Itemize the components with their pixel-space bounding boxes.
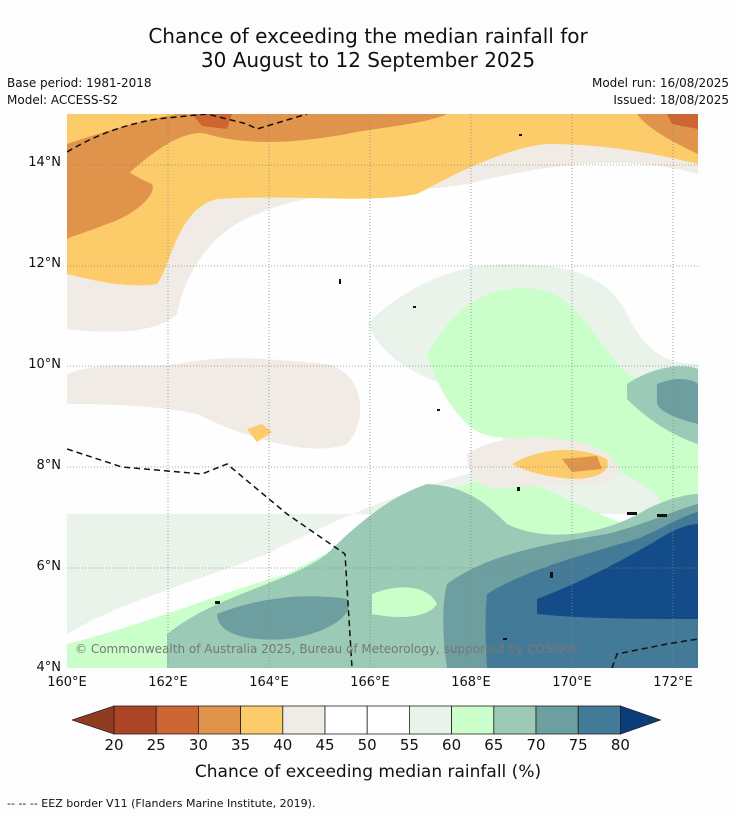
issued-label: Issued: 18/08/2025 — [613, 93, 729, 107]
base-period-label: Base period: 1981-2018 — [7, 76, 152, 90]
region-60-65-patch — [372, 587, 437, 617]
lon-label-160: 160°E — [47, 675, 87, 690]
model-label: Model: ACCESS-S2 — [7, 93, 119, 107]
model-run-label: Model run: 16/08/2025 — [591, 76, 729, 90]
region-40-45-west — [67, 358, 361, 449]
colorbar-cell — [577, 705, 621, 735]
colorbar-tick-label: 20 — [104, 736, 124, 754]
lon-label-164: 164°E — [249, 675, 289, 690]
colorbar-cell — [240, 705, 284, 735]
rainfall-map: © Commonwealth of Australia 2025, Bureau… — [67, 114, 698, 668]
colorbar-over-extension — [620, 705, 662, 735]
colorbar-cell — [535, 705, 579, 735]
colorbar-cell — [451, 705, 495, 735]
lat-label-4: 4°N — [36, 660, 62, 675]
chart-title-line1: Chance of exceeding the median rainfall … — [148, 24, 588, 48]
region-70-75-east — [657, 379, 698, 424]
colorbar — [72, 705, 662, 735]
colorbar-tick-label: 75 — [568, 736, 588, 754]
islands — [215, 134, 667, 640]
graticule — [67, 114, 698, 668]
colorbar-cell — [113, 705, 157, 735]
region-25-30-ne — [667, 114, 698, 129]
map-canvas — [67, 114, 698, 668]
colorbar-cell — [366, 705, 410, 735]
colorbar-tick-label: 25 — [146, 736, 166, 754]
region-35-40-north — [67, 114, 698, 286]
lat-label-12: 12°N — [28, 256, 61, 271]
colorbar-tick-label: 70 — [526, 736, 546, 754]
lon-label-168: 168°E — [451, 675, 491, 690]
colorbar-tick-label: 30 — [188, 736, 208, 754]
lon-label-172: 172°E — [653, 675, 693, 690]
lon-label-166: 166°E — [350, 675, 390, 690]
colorbar-title: Chance of exceeding median rainfall (%) — [194, 762, 542, 782]
colorbar-tick-label: 40 — [273, 736, 293, 754]
region-80-plus-se — [537, 524, 698, 619]
colorbar-cell — [324, 705, 368, 735]
colorbar-cell — [155, 705, 199, 735]
lat-label-8: 8°N — [36, 458, 62, 473]
region-30-35-north — [67, 114, 447, 239]
colorbar-under-extension — [72, 705, 115, 735]
colorbar-cell — [408, 705, 452, 735]
colorbar-cell — [198, 705, 242, 735]
colorbar-cell — [493, 705, 537, 735]
lat-label-14: 14°N — [28, 155, 61, 170]
region-70-75-south — [217, 596, 349, 640]
lat-label-10: 10°N — [28, 357, 61, 372]
lon-label-170: 170°E — [552, 675, 592, 690]
lat-label-6: 6°N — [36, 559, 62, 574]
copyright-notice: © Commonwealth of Australia 2025, Bureau… — [75, 642, 581, 656]
chart-title-line2: 30 August to 12 September 2025 — [200, 48, 536, 72]
colorbar-tick-label: 65 — [484, 736, 504, 754]
eez-legend: -- -- -- EEZ border V11 (Flanders Marine… — [7, 797, 316, 810]
colorbar-cell — [282, 705, 326, 735]
lon-label-162: 162°E — [148, 675, 188, 690]
colorbar-tick-label: 45 — [315, 736, 335, 754]
colorbar-tick-label: 80 — [610, 736, 630, 754]
colorbar-tick-label: 35 — [231, 736, 251, 754]
colorbar-tick-label: 55 — [399, 736, 419, 754]
colorbar-tick-label: 50 — [357, 736, 377, 754]
region-30-35-west — [67, 144, 153, 239]
colorbar-tick-label: 60 — [442, 736, 462, 754]
eez-border — [67, 114, 698, 668]
region-35-40-spot — [247, 424, 272, 442]
